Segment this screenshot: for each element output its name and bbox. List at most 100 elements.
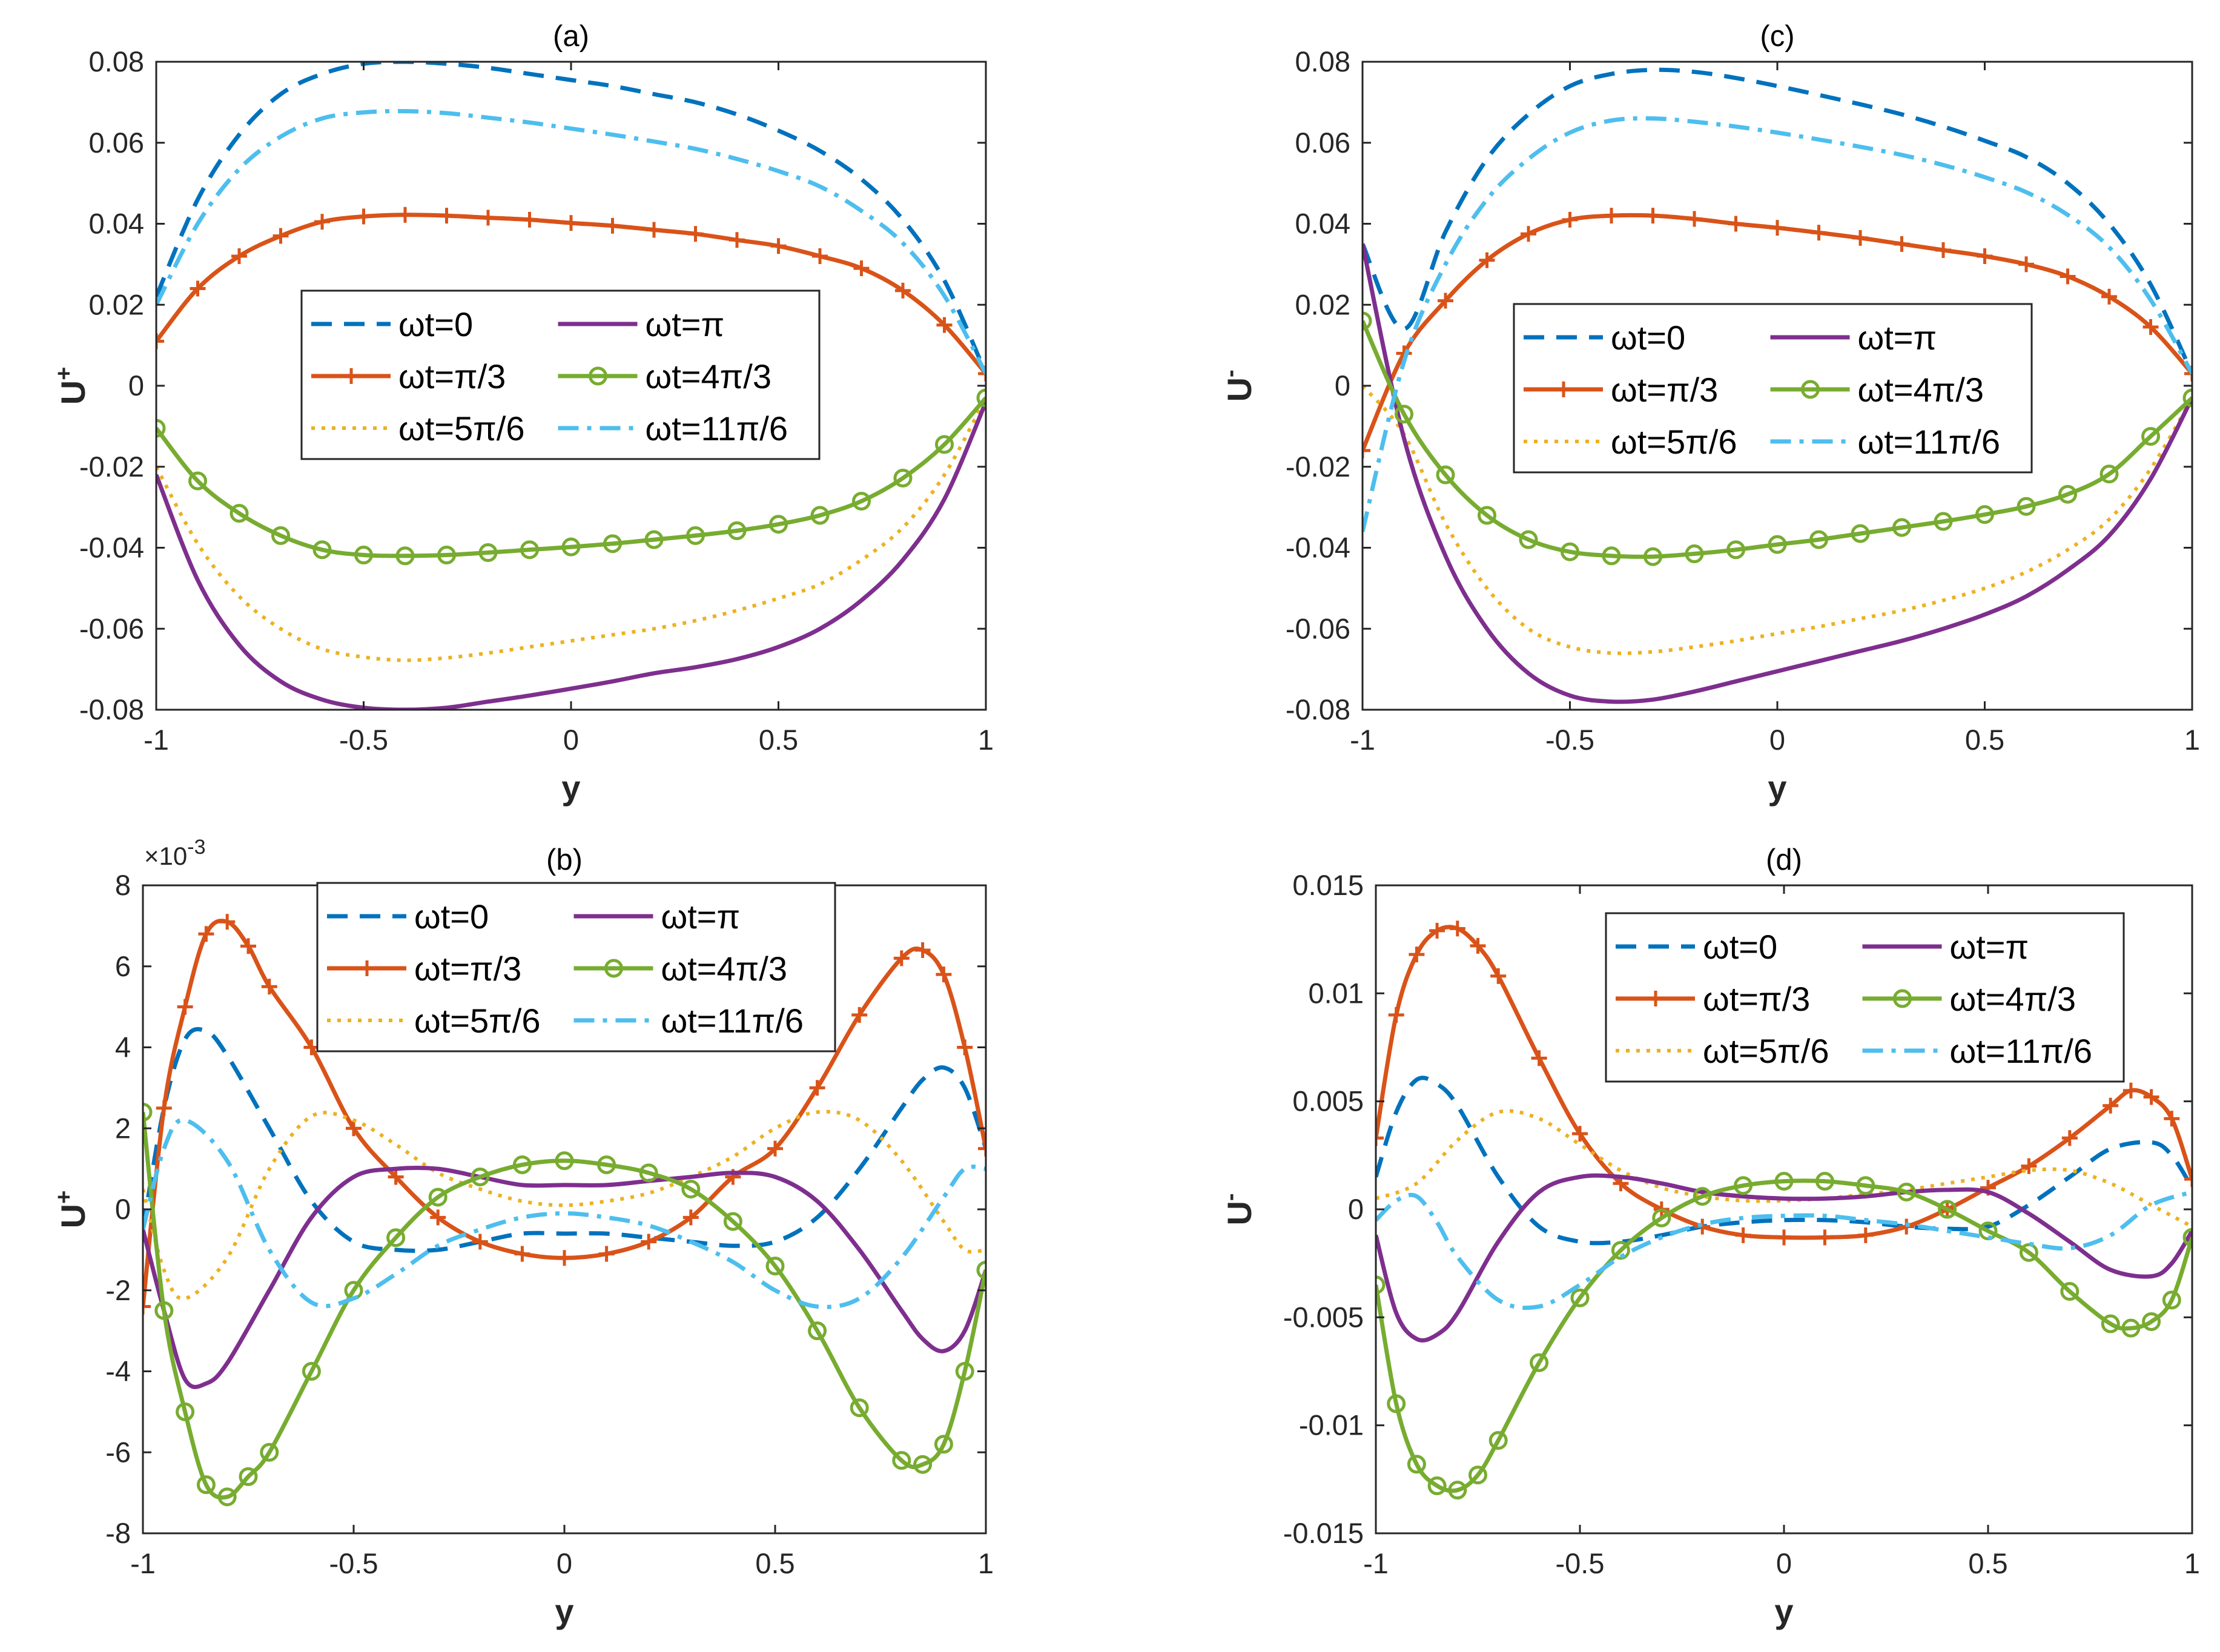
data-point-wtpi3 [1438, 292, 1453, 309]
data-point-wtpi3 [1409, 947, 1425, 963]
data-point-wt4pi3 [1602, 546, 1621, 566]
y-tick-label: 6 [115, 950, 131, 982]
legend-label-wt5pi6: ωt=5π/6 [1611, 423, 1737, 461]
data-point-wt4pi3 [893, 468, 913, 487]
series-line-wtpi [1376, 1173, 2192, 1343]
data-point-wtpi3 [914, 942, 931, 958]
series-line-wt5pi6 [1376, 1109, 2192, 1229]
data-point-wt4pi3 [1448, 1481, 1467, 1500]
x-axis-label: y [1768, 768, 1786, 807]
svg-text:U-: U- [1218, 1193, 1258, 1225]
y-tick-label: 8 [115, 869, 131, 901]
series-line-wt0 [1363, 67, 2192, 375]
data-point-wtpi3 [1898, 1218, 1915, 1235]
legend-label-wtpi: ωt=π [661, 897, 741, 936]
data-point-wt4pi3 [976, 1260, 986, 1280]
data-point-wt4pi3 [1938, 1200, 1957, 1219]
data-point-wt4pi3 [143, 1103, 153, 1122]
data-point-wt4pi3 [935, 435, 954, 454]
data-point-wtpi3 [1363, 443, 1370, 458]
data-point-wt4pi3 [302, 1362, 321, 1381]
y-axis-label: U- [1218, 369, 1258, 401]
x-tick-label: 1 [978, 1547, 994, 1579]
data-point-wtpi3 [1645, 208, 1661, 224]
data-point-wt4pi3 [913, 1455, 933, 1474]
series-line-wt0 [143, 1026, 986, 1254]
data-point-wtpi3 [314, 214, 330, 230]
data-point-wtpi3 [397, 206, 413, 223]
y-tick-label: 0.01 [1309, 977, 1364, 1009]
series-line-wt0 [1376, 1075, 2192, 1246]
y-exponent-label: ×10-3 [144, 836, 205, 870]
x-tick-label: 0 [563, 724, 579, 756]
data-point-wtpi3 [1604, 208, 1619, 224]
series-line-wt4pi3 [156, 396, 986, 558]
data-point-wt4pi3 [2019, 1243, 2038, 1262]
data-point-wtpi3 [978, 365, 986, 382]
data-point-wt4pi3 [217, 1487, 237, 1507]
y-tick-label: -6 [105, 1436, 131, 1468]
data-point-wt4pi3 [239, 1467, 258, 1486]
data-point-wtpi3 [641, 1234, 657, 1250]
data-point-wtpi3 [514, 1246, 530, 1262]
x-tick-label: 0 [557, 1547, 572, 1579]
data-point-wtpi3 [1817, 1229, 1833, 1246]
data-point-wt4pi3 [976, 388, 986, 408]
data-point-wt4pi3 [1809, 530, 1828, 549]
y-tick-label: -0.06 [79, 612, 144, 644]
series-group [1376, 920, 2192, 1500]
data-point-wtpi3 [1769, 220, 1785, 236]
data-point-wt4pi3 [2060, 1282, 2080, 1301]
data-point-wtpi3 [355, 208, 372, 225]
y-tick-label: -0.02 [79, 451, 144, 483]
data-point-wtpi3 [1449, 920, 1465, 937]
x-axis-label: y [1774, 1592, 1793, 1630]
series-group [1363, 67, 2192, 704]
y-tick-label: -0.01 [1299, 1409, 1364, 1441]
data-point-wtpi3 [1490, 968, 1507, 984]
data-point-wt4pi3 [1934, 512, 1953, 531]
panel-title: (a) [553, 20, 589, 53]
data-point-wt4pi3 [1734, 1176, 1753, 1195]
data-point-wtpi3 [2184, 365, 2192, 382]
data-point-wtpi3 [1977, 248, 1993, 264]
data-point-wtpi3 [521, 211, 538, 228]
data-point-wtpi3 [156, 1100, 172, 1116]
data-point-wtpi3 [936, 317, 953, 333]
legend-marker-wt4pi3 [1893, 989, 1912, 1008]
y-tick-label: 0.08 [1295, 45, 1350, 78]
legend-marker-wt4pi3 [589, 366, 607, 386]
data-point-wt4pi3 [1851, 524, 1870, 543]
data-point-wt4pi3 [1815, 1172, 1834, 1191]
data-point-wtpi3 [1562, 211, 1578, 228]
data-point-wtpi3 [438, 208, 455, 224]
data-point-wt4pi3 [1407, 1455, 1426, 1474]
data-point-wt4pi3 [1530, 1353, 1549, 1372]
data-point-wtpi3 [2184, 1171, 2192, 1188]
data-point-wtpi3 [1686, 211, 1702, 227]
data-point-wt4pi3 [808, 1321, 827, 1341]
legend-marker-wtpi3 [359, 960, 375, 976]
data-point-wtpi3 [1728, 216, 1744, 232]
data-point-wt4pi3 [892, 1451, 911, 1470]
y-tick-label: 0 [1335, 369, 1350, 401]
data-point-wtpi3 [346, 1120, 362, 1137]
legend-marker-wtpi3 [343, 368, 359, 384]
legend-marker-wtpi3 [1648, 991, 1663, 1006]
data-point-wtpi3 [809, 1080, 825, 1096]
data-point-wt4pi3 [2182, 1227, 2192, 1247]
legend-label-wt11pi6: ωt=11π/6 [646, 409, 788, 448]
y-axis-label-base: U [54, 1204, 92, 1228]
y-tick-label: 0.02 [1295, 288, 1350, 320]
data-point-wtpi3 [2103, 1097, 2119, 1114]
series-line-wt11pi6 [156, 109, 986, 375]
data-point-wtpi3 [1935, 242, 1951, 258]
y-tick-label: -0.06 [1286, 612, 1350, 644]
x-axis-label: y [561, 768, 580, 807]
data-point-wt4pi3 [2101, 1314, 2120, 1333]
data-point-wt4pi3 [2142, 1312, 2161, 1331]
svg-text:U-: U- [1218, 369, 1258, 401]
data-point-wtpi3 [957, 1039, 973, 1056]
data-point-wtpi3 [604, 217, 621, 234]
